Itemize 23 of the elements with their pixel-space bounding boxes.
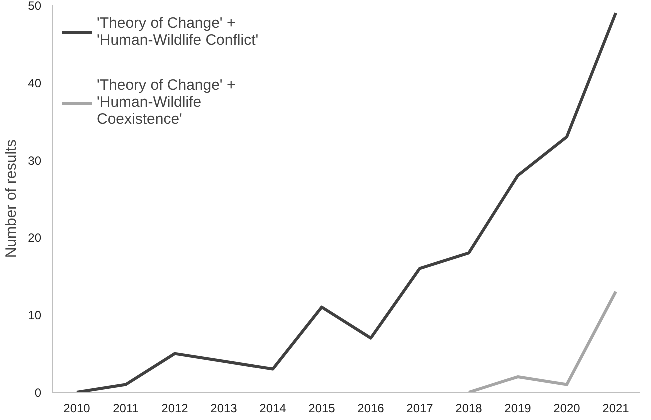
y-tick-label: 50: [28, 0, 42, 13]
x-tick-label: 2012: [162, 402, 189, 416]
x-tick-label: 2010: [64, 402, 91, 416]
x-tick-label: 2015: [308, 402, 336, 416]
x-tick-label: 2018: [456, 402, 483, 416]
line-series: [76, 12, 618, 392]
y-tick-label: 40: [28, 76, 42, 90]
x-tick-label: 2016: [358, 402, 385, 416]
line-series: [468, 290, 618, 392]
x-tick-label: 2013: [210, 402, 238, 416]
y-tick-label: 10: [28, 308, 42, 323]
y-tick-label: 0: [34, 386, 42, 400]
x-tick-label: 2011: [113, 402, 140, 416]
x-tick-label: 2021: [602, 402, 630, 416]
legend-label: 'Theory of Change' + 'Human-Wildlife Conflict': [97, 15, 259, 49]
legend-label: 'Theory of Change' + 'Human-Wildlife Coexistence': [97, 77, 236, 128]
y-tick-label: 30: [28, 154, 42, 168]
x-tick-label: 2019: [504, 402, 532, 416]
x-tick-label: 2014: [260, 402, 287, 416]
y-axis-title: Number of results: [3, 140, 20, 258]
y-tick-label: 20: [28, 231, 42, 246]
x-tick-label: 2020: [554, 402, 581, 416]
x-tick-label: 2017: [406, 402, 434, 416]
